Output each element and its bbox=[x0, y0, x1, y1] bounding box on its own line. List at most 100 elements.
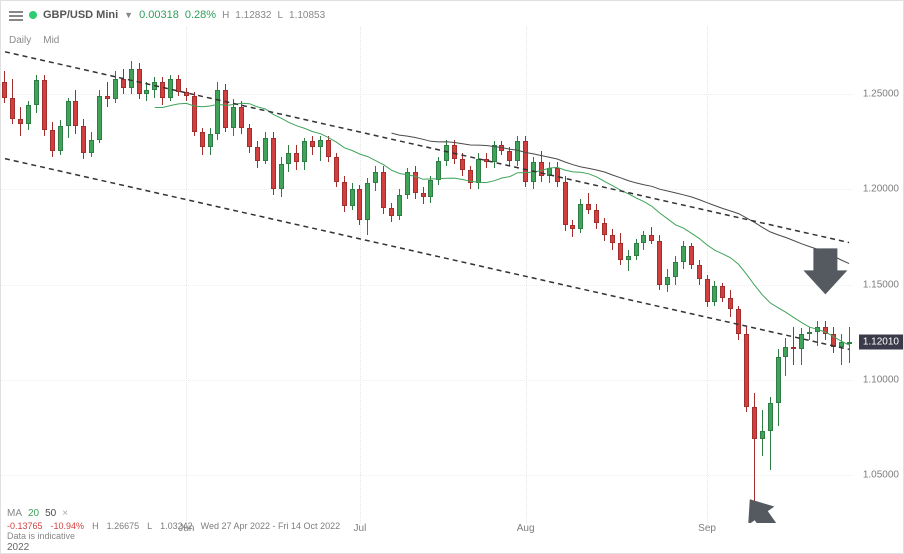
candle[interactable] bbox=[50, 130, 55, 151]
candle[interactable] bbox=[192, 96, 197, 132]
candle[interactable] bbox=[397, 195, 402, 216]
candle[interactable] bbox=[436, 161, 441, 180]
candle[interactable] bbox=[247, 128, 252, 147]
candle[interactable] bbox=[176, 79, 181, 92]
candle[interactable] bbox=[586, 204, 591, 210]
candle[interactable] bbox=[428, 180, 433, 197]
candle[interactable] bbox=[657, 241, 662, 285]
candle[interactable] bbox=[373, 172, 378, 183]
candle[interactable] bbox=[744, 334, 749, 406]
candle[interactable] bbox=[531, 162, 536, 181]
candle[interactable] bbox=[720, 286, 725, 297]
candle[interactable] bbox=[791, 347, 796, 349]
candle[interactable] bbox=[563, 182, 568, 226]
candle[interactable] bbox=[839, 342, 844, 348]
candle[interactable] bbox=[10, 98, 15, 119]
candle[interactable] bbox=[539, 162, 544, 175]
candle[interactable] bbox=[223, 90, 228, 128]
candle[interactable] bbox=[492, 145, 497, 162]
candle[interactable] bbox=[768, 403, 773, 432]
candle[interactable] bbox=[271, 138, 276, 190]
candle[interactable] bbox=[152, 82, 157, 90]
candle[interactable] bbox=[42, 80, 47, 130]
candle[interactable] bbox=[468, 170, 473, 183]
candle[interactable] bbox=[626, 256, 631, 260]
candle[interactable] bbox=[263, 138, 268, 161]
candle[interactable] bbox=[310, 141, 315, 147]
candle[interactable] bbox=[476, 159, 481, 184]
candle[interactable] bbox=[728, 298, 733, 309]
candle[interactable] bbox=[389, 208, 394, 216]
candle[interactable] bbox=[689, 246, 694, 265]
candle[interactable] bbox=[215, 90, 220, 134]
candle[interactable] bbox=[815, 327, 820, 333]
candle[interactable] bbox=[97, 96, 102, 140]
candle[interactable] bbox=[144, 90, 149, 94]
candle[interactable] bbox=[18, 119, 23, 125]
candle[interactable] bbox=[350, 189, 355, 206]
candle[interactable] bbox=[421, 193, 426, 197]
candle[interactable] bbox=[831, 334, 836, 347]
candle[interactable] bbox=[294, 153, 299, 163]
candle[interactable] bbox=[381, 172, 386, 208]
candle[interactable] bbox=[129, 69, 134, 88]
candle[interactable] bbox=[641, 235, 646, 243]
candle[interactable] bbox=[681, 246, 686, 261]
candle[interactable] bbox=[649, 235, 654, 241]
candle[interactable] bbox=[58, 126, 63, 151]
candle[interactable] bbox=[602, 223, 607, 234]
candle[interactable] bbox=[507, 151, 512, 161]
candle[interactable] bbox=[807, 332, 812, 334]
candle[interactable] bbox=[673, 262, 678, 277]
candle[interactable] bbox=[413, 172, 418, 193]
candle[interactable] bbox=[34, 80, 39, 105]
candle[interactable] bbox=[547, 168, 552, 176]
candle[interactable] bbox=[776, 357, 781, 403]
candle[interactable] bbox=[665, 277, 670, 285]
candle[interactable] bbox=[484, 159, 489, 163]
candle[interactable] bbox=[184, 92, 189, 96]
candle[interactable] bbox=[523, 141, 528, 181]
candle[interactable] bbox=[760, 431, 765, 439]
close-icon[interactable]: × bbox=[62, 508, 68, 519]
candle[interactable] bbox=[89, 140, 94, 153]
candle[interactable] bbox=[121, 79, 126, 89]
candle[interactable] bbox=[405, 172, 410, 195]
candle[interactable] bbox=[113, 79, 118, 100]
candle[interactable] bbox=[799, 334, 804, 349]
candle[interactable] bbox=[326, 140, 331, 157]
symbol-name[interactable]: GBP/USD Mini bbox=[43, 9, 118, 21]
chart-plot-area[interactable] bbox=[1, 27, 853, 523]
candle[interactable] bbox=[705, 279, 710, 302]
candle[interactable] bbox=[357, 189, 362, 220]
candle[interactable] bbox=[736, 309, 741, 334]
candle[interactable] bbox=[712, 286, 717, 301]
candle[interactable] bbox=[302, 141, 307, 162]
candle[interactable] bbox=[2, 82, 7, 97]
candle[interactable] bbox=[555, 168, 560, 181]
candle[interactable] bbox=[570, 225, 575, 229]
candle[interactable] bbox=[26, 105, 31, 124]
candle[interactable] bbox=[618, 243, 623, 260]
candle[interactable] bbox=[137, 69, 142, 94]
candle[interactable] bbox=[239, 107, 244, 128]
candle[interactable] bbox=[365, 183, 370, 219]
candle[interactable] bbox=[697, 265, 702, 278]
candle[interactable] bbox=[255, 147, 260, 160]
candle[interactable] bbox=[66, 101, 71, 126]
candle[interactable] bbox=[334, 157, 339, 182]
candle[interactable] bbox=[168, 79, 173, 98]
candle[interactable] bbox=[160, 82, 165, 97]
candle[interactable] bbox=[105, 96, 110, 100]
candle[interactable] bbox=[444, 145, 449, 160]
candle[interactable] bbox=[823, 327, 828, 335]
candle[interactable] bbox=[515, 141, 520, 160]
candle[interactable] bbox=[460, 159, 465, 170]
candle[interactable] bbox=[452, 145, 457, 158]
candle[interactable] bbox=[81, 126, 86, 153]
candle[interactable] bbox=[783, 347, 788, 357]
candle[interactable] bbox=[208, 134, 213, 147]
menu-icon[interactable] bbox=[9, 9, 23, 21]
candle[interactable] bbox=[286, 153, 291, 164]
candle[interactable] bbox=[279, 164, 284, 189]
